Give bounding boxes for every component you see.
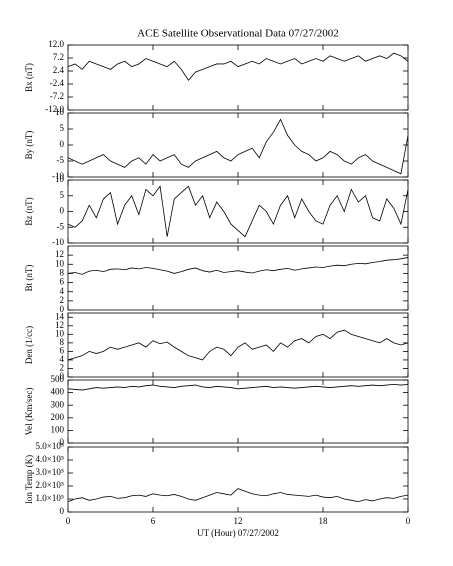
y-tick-label: -5 xyxy=(57,155,65,165)
y-tick-label: 1.0×10⁵ xyxy=(36,493,64,503)
panel-frame xyxy=(67,379,409,444)
y-tick-label: 400 xyxy=(51,387,65,397)
y-tick-label: 4 xyxy=(60,286,65,296)
data-line xyxy=(67,52,409,81)
y-tick-label: 5 xyxy=(60,123,65,133)
y-axis-label: Bx (nT) xyxy=(24,63,34,92)
x-tick-label: 18 xyxy=(319,516,329,526)
y-tick-label: -7.2 xyxy=(50,91,64,101)
panel-frame xyxy=(67,245,409,311)
y-tick-label: -10 xyxy=(52,171,64,181)
y-tick-label: 10 xyxy=(55,328,65,338)
y-tick-label: 6 xyxy=(60,345,65,355)
y-axis-label: Vel (Km/sec) xyxy=(24,388,34,436)
panel-frame xyxy=(67,112,409,178)
y-axis-label: Ion Temp (K) xyxy=(24,455,34,504)
y-tick-label: -2.4 xyxy=(50,78,65,88)
y-tick-label: -5 xyxy=(57,221,65,231)
data-line xyxy=(67,488,409,503)
x-tick-label: 0 xyxy=(66,516,71,526)
y-tick-label: 12 xyxy=(55,249,64,259)
y-tick-label: 2.4 xyxy=(53,65,65,75)
data-line xyxy=(67,118,409,175)
y-tick-label: 0 xyxy=(60,206,65,216)
y-tick-label: -10 xyxy=(52,237,64,247)
y-tick-label: 2.0×10⁵ xyxy=(36,480,64,490)
y-tick-label: 3.0×10⁵ xyxy=(36,467,64,477)
y-tick-label: 0 xyxy=(60,506,65,516)
y-tick-label: 4.0×10⁵ xyxy=(36,454,64,464)
y-tick-label: 8 xyxy=(60,337,65,347)
y-tick-label: 12 xyxy=(55,320,64,330)
y-tick-label: 10 xyxy=(55,107,65,117)
data-line xyxy=(67,185,409,238)
y-tick-label: 2 xyxy=(60,295,65,305)
y-tick-label: 100 xyxy=(51,424,65,434)
chart-title: ACE Satellite Observational Data 07/27/2… xyxy=(137,28,339,40)
y-tick-label: 10 xyxy=(55,174,65,184)
data-line xyxy=(67,329,409,361)
y-axis-label: By (nT) xyxy=(24,131,34,160)
x-tick-label: 0 xyxy=(406,516,411,526)
panel-frame xyxy=(67,44,409,111)
y-tick-label: 8 xyxy=(60,267,65,277)
y-tick-label: 0 xyxy=(60,437,65,447)
y-tick-label: 0 xyxy=(60,304,65,314)
panel-frame xyxy=(67,179,409,244)
y-tick-label: 5 xyxy=(60,190,65,200)
x-tick-label: 6 xyxy=(151,516,156,526)
y-axis-label: Bt (nT) xyxy=(24,265,34,292)
y-tick-label: 7.2 xyxy=(53,52,64,62)
y-tick-label: 6 xyxy=(60,277,65,287)
y-tick-label: 500 xyxy=(51,374,65,384)
y-tick-label: 10 xyxy=(55,258,65,268)
x-axis-label: UT (Hour) 07/27/2002 xyxy=(197,528,279,538)
y-tick-label: 4 xyxy=(60,354,65,364)
y-tick-label: 14 xyxy=(55,311,65,321)
y-tick-label: -12.0 xyxy=(45,104,64,114)
y-tick-label: 0 xyxy=(60,139,65,149)
y-tick-label: 2 xyxy=(60,363,65,373)
y-tick-label: 5.0×10⁵ xyxy=(36,441,64,451)
panel-frame xyxy=(67,312,409,378)
y-axis-label: Den (1/cc) xyxy=(24,326,34,364)
data-line xyxy=(67,384,409,391)
y-tick-label: 200 xyxy=(51,412,65,422)
y-tick-label: 0 xyxy=(60,371,65,381)
data-line xyxy=(67,257,409,275)
y-tick-label: 300 xyxy=(51,399,65,409)
y-tick-label: 12.0 xyxy=(48,39,64,49)
panel-frame xyxy=(67,446,409,513)
y-axis-label: Bz (nT) xyxy=(24,197,34,225)
x-tick-label: 12 xyxy=(234,516,243,526)
